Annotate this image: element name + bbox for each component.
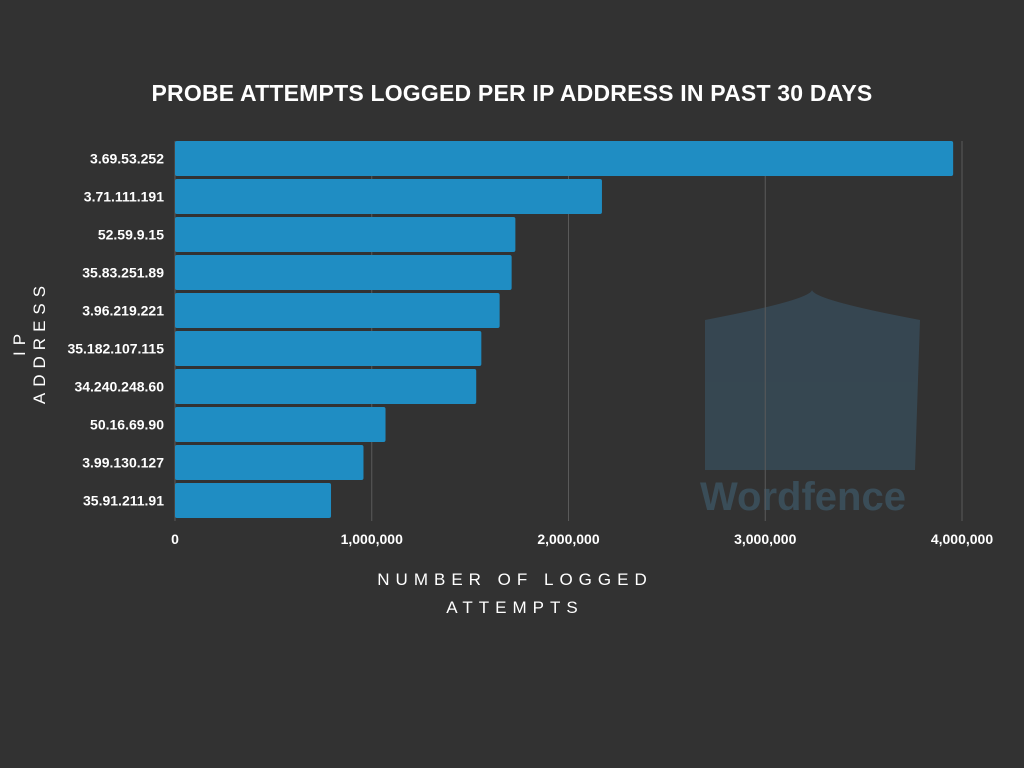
bar[interactable]	[175, 407, 386, 442]
bar[interactable]	[175, 255, 512, 290]
chart-title: PROBE ATTEMPTS LOGGED PER IP ADDRESS IN …	[151, 80, 873, 106]
bar[interactable]	[175, 141, 954, 176]
y-tick-label: 35.182.107.115	[67, 341, 164, 357]
bar[interactable]	[175, 445, 364, 480]
x-tick-label: 0	[171, 531, 179, 547]
svg-text:Wordfence: Wordfence	[700, 475, 906, 519]
bar[interactable]	[175, 179, 602, 214]
y-tick-label: 52.59.9.15	[98, 227, 164, 243]
x-tick-label: 4,000,000	[931, 531, 993, 547]
wordfence-logo-watermark: Wordfence	[700, 290, 920, 519]
y-tick-label: 34.240.248.60	[74, 379, 164, 395]
x-axis-label: NUMBER OF LOGGED ATTEMPTS	[377, 570, 653, 617]
bar[interactable]	[175, 293, 500, 328]
y-tick-label: 3.71.111.191	[84, 189, 164, 205]
bar[interactable]	[175, 217, 516, 252]
x-tick-label: 1,000,000	[341, 531, 403, 547]
y-tick-label: 3.96.219.221	[82, 303, 164, 319]
bar[interactable]	[175, 331, 482, 366]
y-tick-label: 35.91.211.91	[83, 493, 164, 509]
bar[interactable]	[175, 483, 332, 518]
x-tick-label: 3,000,000	[734, 531, 796, 547]
bar[interactable]	[175, 369, 477, 404]
y-tick-label: 3.69.53.252	[90, 151, 164, 167]
y-tick-label: 3.99.130.127	[82, 455, 164, 471]
x-tick-label: 2,000,000	[537, 531, 599, 547]
y-tick-label: 50.16.69.90	[90, 417, 164, 433]
y-tick-label: 35.83.251.89	[82, 265, 164, 281]
